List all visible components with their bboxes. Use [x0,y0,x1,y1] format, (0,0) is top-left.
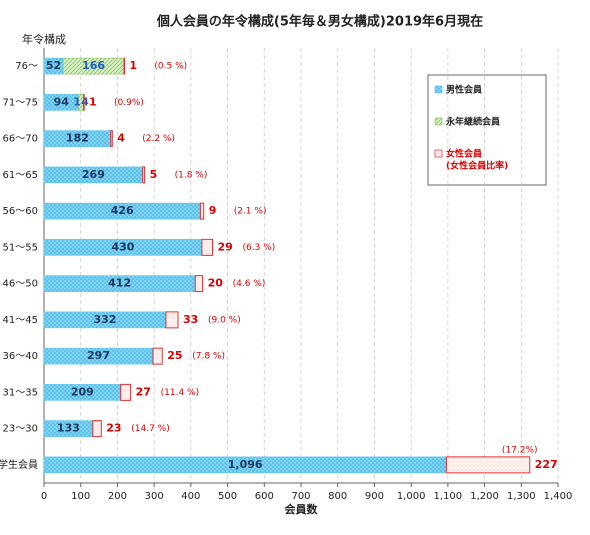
chart-title: 個人会員の年令構成(5年毎＆男女構成)2019年6月現在 [156,14,483,30]
ratio-label: (4.6 %) [233,279,266,289]
y-tick-label: 71〜75 [3,97,38,108]
x-tick-label: 0 [41,491,47,502]
legend-label: 男性会員 [446,84,482,96]
legend-swatch [434,117,443,126]
value-label: 426 [111,204,134,217]
value-label: 94 [54,95,70,108]
value-label: 430 [111,240,134,253]
bar-segment [120,383,132,401]
ratio-label: (14.7 %) [131,424,169,434]
bar-segment [152,347,163,365]
legend-swatch [434,149,443,158]
value-label: 20 [208,277,224,290]
y-tick-label: 36〜40 [3,351,38,362]
legend-note: (女性会員比率) [446,160,508,172]
x-tick-label: 1,200 [470,491,499,502]
value-label: 227 [535,458,558,471]
bar-segment [142,166,146,184]
value-label: 5 [150,168,158,181]
y-tick-label: 76〜 [15,61,38,72]
x-tick-label: 700 [291,491,310,502]
value-label: 297 [87,349,110,362]
bar-segment [92,420,102,438]
y-tick-label: 学生会員 [0,458,38,471]
bar-segment [165,311,179,329]
bar-segment [194,275,204,293]
x-tick-label: 1,000 [397,491,426,502]
y-tick-label: 46〜50 [3,279,38,290]
ratio-label: (0.9%) [114,98,144,108]
ratio-label: (7.8 %) [192,352,225,362]
x-tick-label: 100 [71,491,90,502]
value-label: 29 [218,240,233,253]
bar-segment [123,57,126,75]
value-label: 209 [71,385,94,398]
value-label: 23 [106,422,121,435]
ratio-label: (9.0 %) [208,315,241,325]
bar-segment [201,238,214,256]
x-tick-label: 900 [365,491,384,502]
x-tick-label: 200 [108,491,127,502]
value-label: 269 [82,168,105,181]
y-tick-label: 66〜70 [3,134,38,145]
ratio-label: (2.1 %) [234,207,267,217]
x-tick-label: 500 [218,491,237,502]
value-label: 52 [46,59,61,72]
value-label: 1,096 [228,458,263,471]
y-tick-label: 41〜45 [3,315,38,326]
bar-segment [110,130,113,148]
bar-segment [199,202,205,220]
value-label: 4 [117,132,125,145]
ratio-label: (0.5 %) [154,62,187,72]
y-tick-label: 51〜55 [3,242,38,253]
bar-segment [445,456,531,474]
legend-swatch [434,85,443,94]
value-label: 332 [93,313,116,326]
ratio-label: (17.2%) [502,445,538,455]
ratio-label: (2.2 %) [142,134,175,144]
legend-label: 永年継続会員 [445,116,500,128]
y-tick-label: 23〜30 [3,424,38,435]
x-tick-label: 400 [181,491,200,502]
bar-segment [83,93,85,111]
value-label: 412 [108,277,131,290]
value-label: 133 [57,422,80,435]
x-tick-label: 1,300 [507,491,536,502]
value-label: 14 [73,95,89,108]
value-label: 1 [89,95,97,108]
y-tick-label: 56〜60 [3,206,38,217]
value-label: 166 [82,59,105,72]
ratio-label: (11.4 %) [161,388,199,398]
x-tick-label: 1,400 [544,491,573,502]
value-label: 9 [209,204,217,217]
y-axis-title: 年令構成 [22,32,66,46]
legend-label: 女性会員 [446,148,482,160]
value-label: 33 [183,313,198,326]
x-tick-label: 300 [145,491,164,502]
x-axis-title: 会員数 [285,502,319,516]
ratio-label: (6.3 %) [243,243,276,253]
x-tick-label: 1,100 [434,491,463,502]
x-tick-label: 800 [328,491,347,502]
value-label: 182 [66,132,89,145]
ratio-label: (1.8 %) [175,170,208,180]
value-label: 1 [129,59,137,72]
value-label: 25 [167,349,182,362]
y-tick-label: 61〜65 [3,170,38,181]
x-tick-label: 600 [255,491,274,502]
value-label: 27 [136,385,151,398]
y-tick-label: 31〜35 [3,387,38,398]
